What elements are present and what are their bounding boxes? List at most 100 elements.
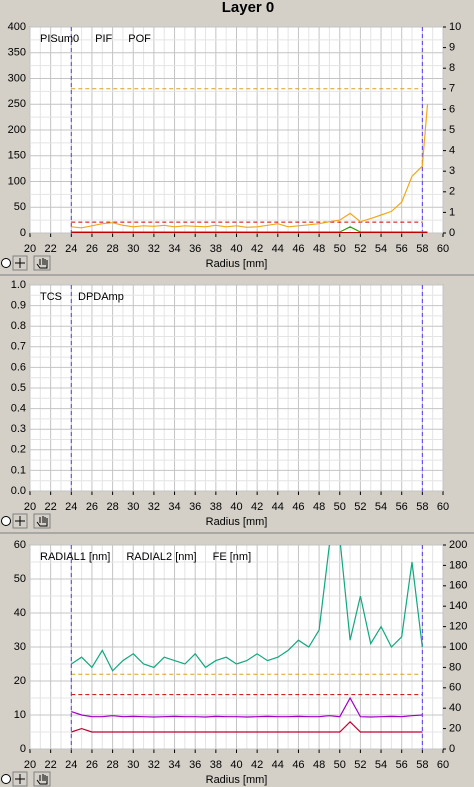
chart-title: Layer 0 [222,0,275,16]
y-tick-label: 0.6 [11,361,26,373]
y-tick-label: 250 [8,98,26,110]
hand-icon [36,516,48,527]
series-line [71,104,429,229]
x-tick-label: 48 [313,501,325,513]
x-tick-label: 30 [127,501,139,513]
zoom-icon [1,258,11,268]
y-tick-label: 60 [14,539,26,551]
toolbar-button [33,513,51,529]
y-tick-label: 30 [14,641,26,653]
y2-tick-label: 140 [449,600,467,612]
x-tick-label: 36 [189,759,201,771]
x-axis-label: Radius [mm] [206,516,268,528]
y2-tick-label: 40 [449,702,461,714]
x-tick-label: 20 [24,759,36,771]
legend-entry: RADIAL1 [nm] [40,551,110,563]
x-tick-label: 34 [168,243,180,255]
x-tick-label: 28 [106,243,118,255]
x-tick-label: 60 [437,243,449,255]
y2-tick-label: 3 [449,165,455,177]
x-tick-label: 54 [375,243,387,255]
series-line [71,696,423,718]
y2-tick-label: 5 [449,124,455,136]
x-tick-label: 48 [313,759,325,771]
hand-icon [36,774,48,785]
x-tick-label: 36 [189,501,201,513]
y-tick-label: 0.7 [11,341,26,353]
y-tick-label: 300 [8,72,26,84]
x-tick-label: 22 [45,759,57,771]
x-tick-label: 44 [272,243,284,255]
y-tick-label: 0.8 [11,320,26,332]
y2-tick-label: 2 [449,186,455,198]
toolbar-button [33,771,51,787]
hand-icon [36,258,48,269]
x-tick-label: 56 [396,759,408,771]
x-tick-label: 38 [210,243,222,255]
legend-entry: TCS [40,291,62,303]
x-tick-label: 24 [65,243,77,255]
y-tick-label: 50 [14,573,26,585]
y-tick-label: 10 [14,709,26,721]
zoom-icon [1,774,11,784]
y-tick-label: 0 [20,227,26,239]
x-tick-label: 28 [106,501,118,513]
y2-tick-label: 20 [449,723,461,735]
y2-tick-label: 1 [449,206,455,218]
x-tick-label: 52 [354,501,366,513]
x-tick-label: 46 [292,501,304,513]
x-tick-label: 32 [148,243,160,255]
y2-tick-label: 180 [449,559,467,571]
x-tick-label: 58 [416,759,428,771]
x-tick-label: 32 [148,759,160,771]
x-tick-label: 48 [313,243,325,255]
legend-entry: POF [128,33,151,45]
x-tick-label: 60 [437,759,449,771]
x-tick-label: 56 [396,243,408,255]
y2-tick-label: 80 [449,661,461,673]
y2-tick-label: 200 [449,539,467,551]
x-tick-label: 56 [396,501,408,513]
x-tick-label: 44 [272,501,284,513]
y2-tick-label: 8 [449,62,455,74]
x-tick-label: 30 [127,243,139,255]
x-tick-label: 20 [24,243,36,255]
crosshair-icon [15,774,25,784]
y-tick-label: 150 [8,150,26,162]
x-tick-label: 42 [251,501,263,513]
y-tick-label: 400 [8,21,26,33]
x-tick-label: 40 [230,243,242,255]
x-tick-label: 26 [86,759,98,771]
x-tick-label: 58 [416,243,428,255]
y2-tick-label: 100 [449,641,467,653]
legend-entry: RADIAL2 [nm] [126,551,196,563]
x-tick-label: 38 [210,759,222,771]
x-tick-label: 50 [334,243,346,255]
y-tick-label: 0.9 [11,300,26,312]
series-line [71,720,423,733]
x-tick-label: 26 [86,243,98,255]
legend-entry: DPDAmp [78,291,124,303]
y-tick-label: 20 [14,675,26,687]
legend-entry: PIF [95,33,112,45]
y-tick-label: 0.4 [11,403,26,415]
x-tick-label: 60 [437,501,449,513]
x-tick-label: 54 [375,501,387,513]
x-tick-label: 42 [251,759,263,771]
x-axis-label: Radius [mm] [206,774,268,786]
y2-tick-label: 9 [449,42,455,54]
y2-tick-label: 0 [449,743,455,755]
y2-tick-label: 160 [449,580,467,592]
y-tick-label: 100 [8,175,26,187]
y-tick-label: 350 [8,47,26,59]
y2-tick-label: 6 [449,103,455,115]
x-tick-label: 36 [189,243,201,255]
x-tick-label: 28 [106,759,118,771]
x-tick-label: 52 [354,759,366,771]
y-tick-label: 0.0 [11,485,26,497]
x-tick-label: 44 [272,759,284,771]
y2-tick-label: 7 [449,83,455,95]
x-tick-label: 20 [24,501,36,513]
